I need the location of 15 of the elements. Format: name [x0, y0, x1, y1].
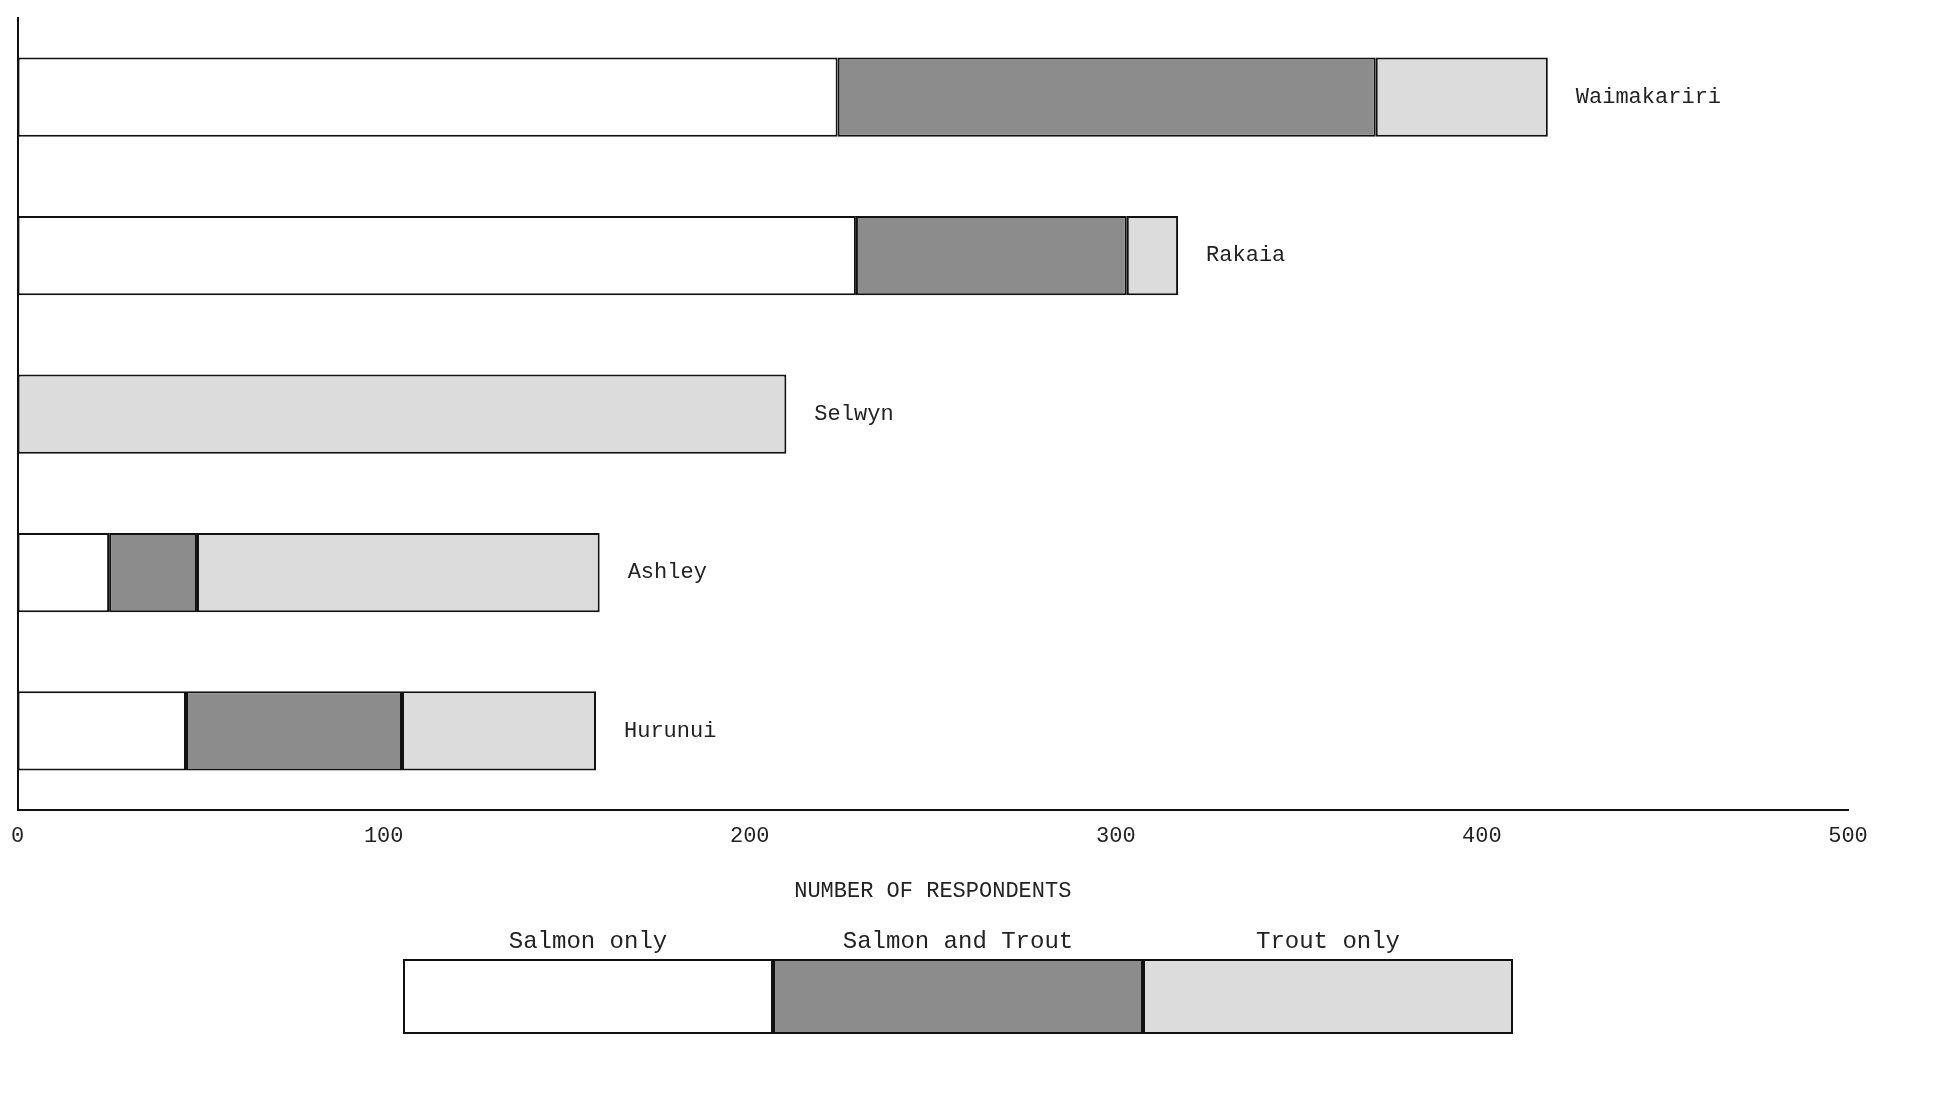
x-tick-label: 300 [1096, 824, 1136, 850]
x-tick-label: 200 [729, 824, 770, 850]
x-tick-label: 500 [1828, 824, 1868, 850]
text: Trout only [1255, 928, 1401, 955]
text: Salmon and Trout [842, 928, 1074, 955]
x-axis-title: NUMBER OF RESPONDENTS [794, 878, 1072, 904]
y-tick-label: Ashley [627, 560, 707, 586]
y-tick-label: Selwyn [814, 401, 894, 427]
y-tick-label: Rakaia [1206, 243, 1286, 269]
x-tick-label: 400 [1462, 824, 1502, 850]
x-tick-label: 100 [363, 824, 404, 850]
text: Salmon only [508, 928, 668, 955]
x-tick-label: 0 [11, 824, 25, 850]
y-tick-label: Waimakariri [1575, 85, 1722, 111]
y-tick-label: Hurunui [624, 718, 717, 744]
